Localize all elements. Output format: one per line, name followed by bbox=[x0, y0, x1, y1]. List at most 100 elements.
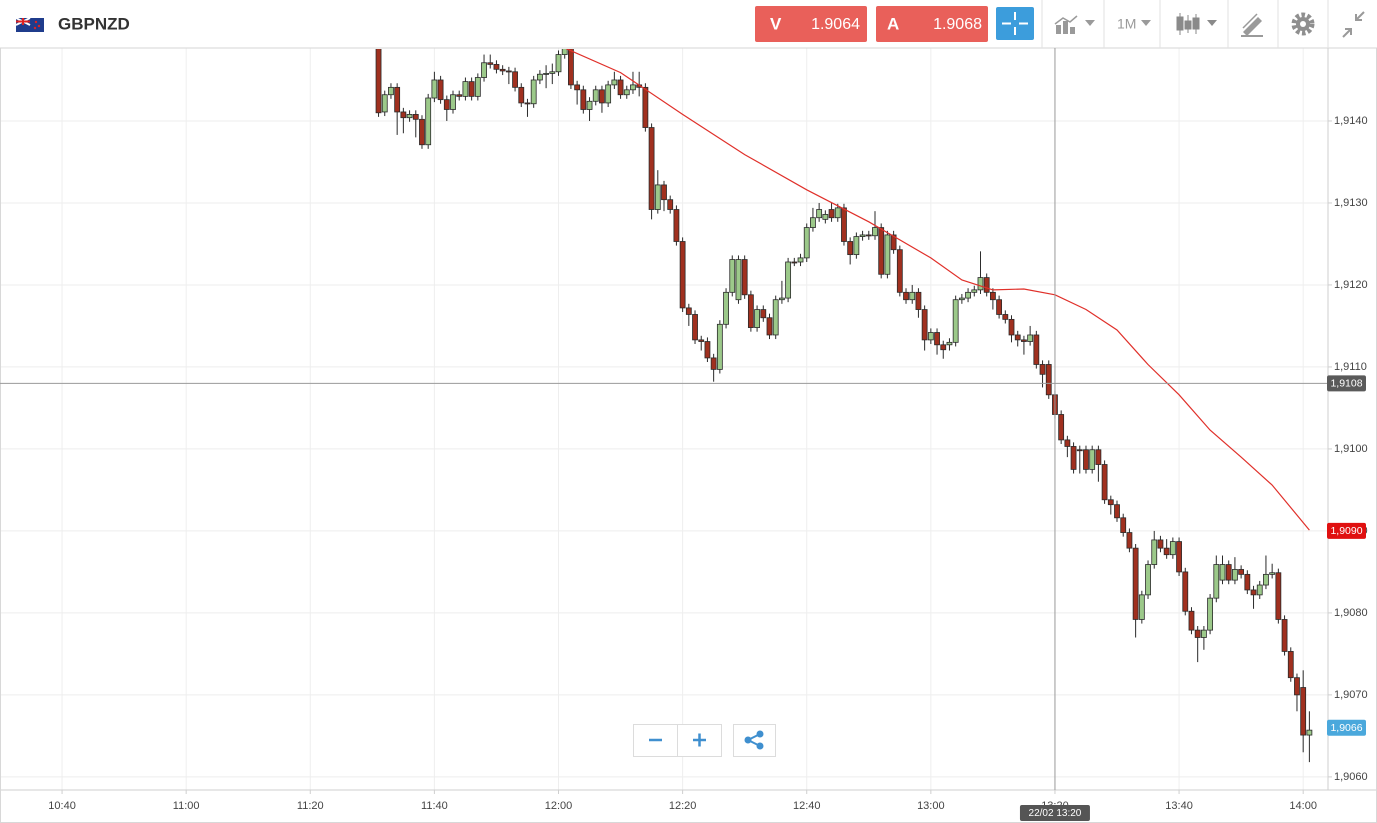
candle-body bbox=[1300, 687, 1307, 736]
candle bbox=[741, 255, 748, 299]
candle bbox=[1213, 555, 1220, 603]
candle-body bbox=[1095, 449, 1102, 465]
candle-body bbox=[468, 81, 475, 97]
candle bbox=[630, 71, 636, 94]
candle bbox=[679, 237, 686, 313]
zoom-out-button[interactable] bbox=[633, 724, 678, 757]
candle-body bbox=[716, 323, 723, 370]
candle-body bbox=[896, 249, 903, 293]
candle bbox=[915, 288, 922, 318]
candle-body bbox=[456, 94, 463, 97]
candle-body bbox=[474, 77, 481, 97]
candle-body bbox=[1287, 651, 1294, 679]
candle bbox=[692, 310, 698, 344]
candle bbox=[1182, 567, 1189, 616]
candle-body bbox=[381, 94, 388, 113]
buy-button-bg[interactable] bbox=[876, 6, 988, 42]
candle-body bbox=[940, 344, 947, 351]
candle-body bbox=[710, 357, 717, 370]
candle bbox=[543, 65, 549, 89]
candle bbox=[574, 80, 581, 105]
candle bbox=[723, 288, 729, 329]
candle-body bbox=[1225, 564, 1232, 581]
candle bbox=[1058, 410, 1065, 445]
candle-body bbox=[1151, 539, 1158, 565]
candle-body bbox=[965, 291, 971, 299]
candle-body bbox=[865, 234, 872, 237]
candle-body bbox=[505, 70, 512, 73]
candle bbox=[810, 207, 816, 232]
candle bbox=[617, 75, 624, 99]
share-button[interactable] bbox=[733, 724, 776, 757]
candle-body bbox=[1033, 334, 1040, 365]
candle bbox=[952, 295, 959, 347]
candle-body bbox=[909, 291, 916, 301]
candle-body bbox=[704, 341, 711, 359]
x-tick-label: 11:00 bbox=[173, 800, 200, 812]
candle-body bbox=[1176, 541, 1182, 573]
candle bbox=[841, 203, 847, 246]
sell-button[interactable]: V 1.9064 bbox=[755, 6, 867, 42]
candle bbox=[648, 123, 655, 220]
candle bbox=[1269, 563, 1276, 579]
collapse-button[interactable] bbox=[1342, 11, 1365, 38]
candle-body bbox=[841, 207, 847, 242]
candle-body bbox=[1089, 449, 1096, 470]
timeframe-button[interactable]: 1M bbox=[1117, 16, 1151, 32]
candle-body bbox=[915, 291, 922, 310]
candle-style-button[interactable] bbox=[1176, 13, 1217, 35]
price-tag-label: 1,9108 bbox=[1330, 378, 1362, 390]
candle-body bbox=[642, 86, 649, 128]
candle bbox=[468, 77, 475, 101]
candle-body bbox=[1169, 541, 1176, 556]
sell-price[interactable]: 1.9064 bbox=[811, 16, 860, 33]
candle bbox=[524, 98, 531, 117]
buy-price[interactable]: 1.9068 bbox=[933, 16, 982, 33]
sell-button-bg[interactable] bbox=[755, 6, 867, 42]
candle bbox=[450, 90, 456, 114]
candle bbox=[654, 170, 661, 214]
candle bbox=[505, 66, 512, 85]
timeframe[interactable]: 1M bbox=[1117, 16, 1136, 32]
candle-body bbox=[605, 84, 612, 104]
candle-body bbox=[1101, 464, 1108, 501]
candle-body bbox=[673, 209, 680, 242]
candle bbox=[965, 288, 971, 303]
candle-body bbox=[723, 291, 729, 325]
candle bbox=[896, 245, 903, 297]
candle-body bbox=[1157, 539, 1164, 549]
candle-body bbox=[1107, 499, 1114, 506]
y-tick-label: 1,9100 bbox=[1334, 443, 1368, 455]
candle-body bbox=[692, 314, 698, 341]
candle bbox=[1244, 570, 1251, 595]
candle-body bbox=[1232, 569, 1238, 581]
candle bbox=[927, 328, 934, 344]
crosshair-time-bg bbox=[1019, 805, 1090, 821]
crosshair-button[interactable] bbox=[996, 7, 1034, 40]
y-tick-label: 1,9120 bbox=[1334, 279, 1368, 291]
candle bbox=[599, 85, 605, 113]
candle-body bbox=[1114, 504, 1120, 519]
sell-label[interactable]: V bbox=[770, 14, 782, 33]
candle-body bbox=[462, 81, 469, 97]
draw-tool-button[interactable] bbox=[1241, 13, 1263, 37]
candle-body bbox=[1076, 449, 1083, 452]
candle-body bbox=[1008, 318, 1015, 336]
candle-body bbox=[1182, 571, 1189, 612]
settings-button[interactable] bbox=[1291, 12, 1315, 36]
candle-body bbox=[518, 86, 525, 104]
candle-body bbox=[1294, 677, 1300, 696]
buy-label[interactable]: A bbox=[887, 14, 899, 33]
candle-body bbox=[574, 84, 581, 91]
candle-body bbox=[989, 291, 996, 301]
candle-body bbox=[934, 332, 940, 346]
candle bbox=[1083, 445, 1089, 474]
candle-body bbox=[971, 289, 978, 293]
buy-button[interactable]: A 1.9068 bbox=[876, 6, 988, 42]
candle bbox=[834, 203, 841, 222]
zoom-in-button[interactable] bbox=[677, 724, 722, 757]
candle bbox=[1294, 673, 1300, 712]
chart-type-button[interactable] bbox=[1054, 15, 1095, 34]
candle-body bbox=[952, 299, 959, 343]
